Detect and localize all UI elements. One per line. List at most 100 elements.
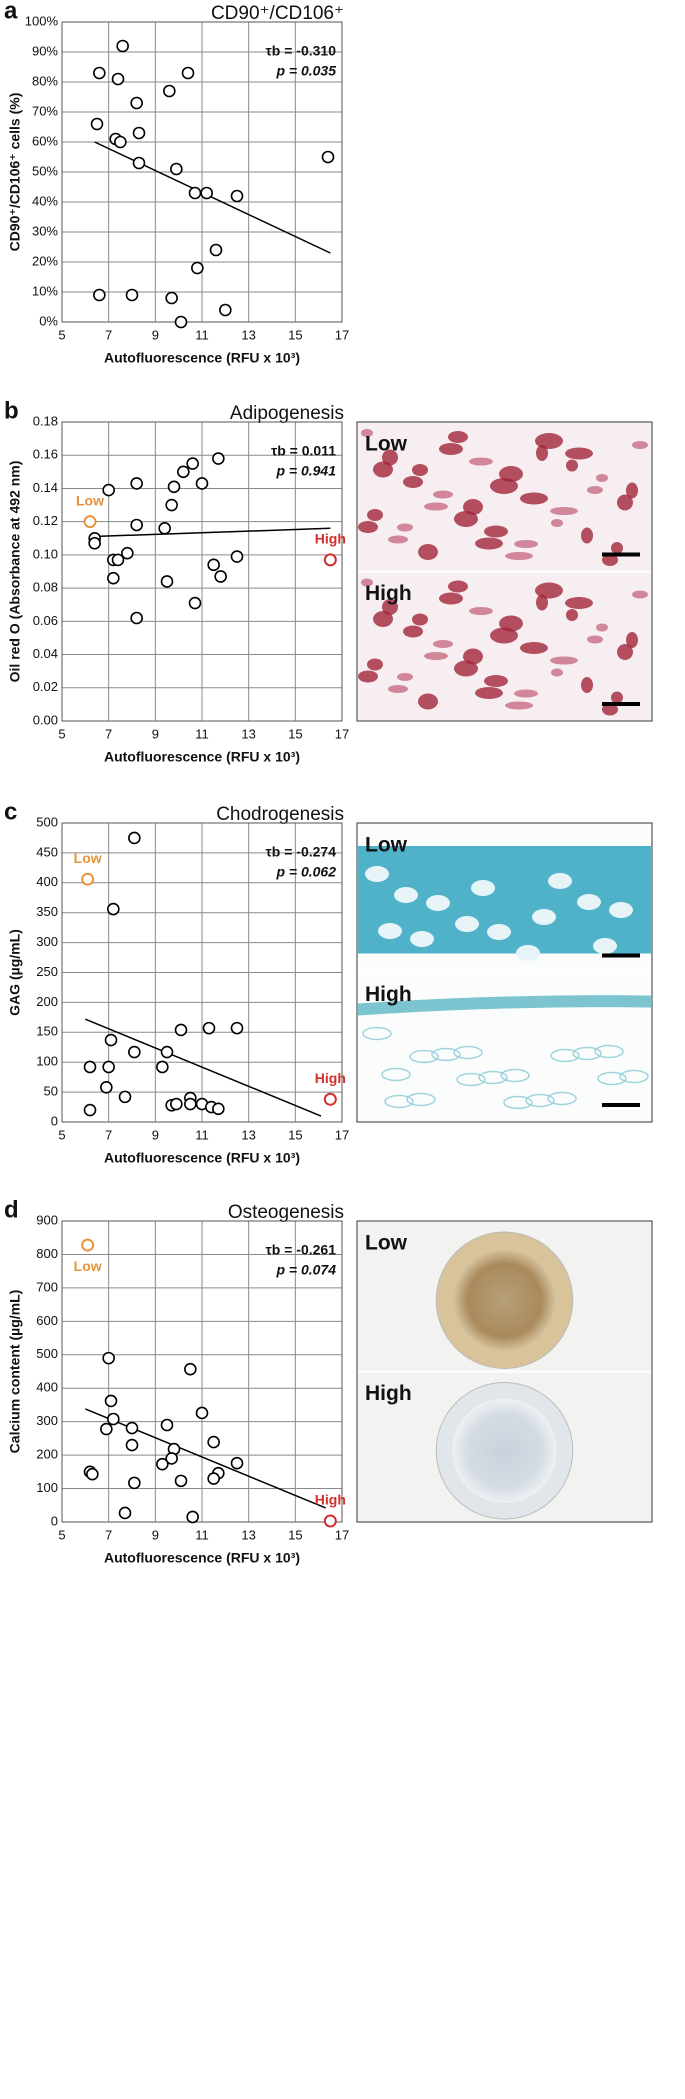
data-point: [156, 1060, 169, 1074]
data-point: [195, 1406, 209, 1420]
fibre: [500, 1068, 530, 1083]
y-tick-label: 250: [36, 964, 58, 979]
data-point: [130, 518, 143, 532]
stain-blob: [551, 519, 563, 527]
y-tick-label: 700: [36, 1279, 58, 1294]
y-tick-label: 70%: [32, 103, 58, 118]
plot-frame: [61, 421, 343, 722]
data-point: [102, 483, 115, 497]
stain-blob: [587, 635, 603, 644]
stain-blob: [412, 464, 428, 476]
stain-blob: [596, 474, 608, 482]
data-point: [88, 536, 101, 550]
x-tick-label: 13: [241, 1127, 255, 1142]
y-tick-label: 20%: [32, 253, 58, 268]
stain-blob: [536, 594, 548, 611]
data-point: [207, 1435, 220, 1449]
gap: [577, 894, 601, 910]
x-tick-label: 7: [105, 327, 112, 342]
stain-blob: [490, 627, 518, 644]
stain-blob: [581, 527, 593, 544]
data-point: [125, 288, 139, 302]
data-point: [230, 550, 244, 563]
y-tick-label: 50%: [32, 163, 58, 178]
gap: [394, 887, 418, 903]
stain-edge: [358, 995, 651, 1016]
stat-text: p = 0.941: [275, 463, 336, 479]
stain-blob: [418, 693, 438, 710]
stain-blob: [626, 632, 638, 648]
data-point: [107, 902, 120, 916]
stain-blob: [433, 490, 453, 499]
stain-blob: [626, 482, 638, 499]
data-point: [230, 1456, 244, 1470]
data-point: [184, 1362, 197, 1376]
data-point: [219, 303, 232, 317]
y-tick-label: 0: [51, 1113, 58, 1128]
fibre: [594, 1044, 624, 1059]
gap: [455, 916, 479, 932]
stat-text: τb = -0.261: [266, 1242, 337, 1258]
y-tick-label: 200: [36, 994, 58, 1009]
x-tick-label: 17: [335, 327, 349, 342]
highlight-point: [81, 1238, 95, 1252]
data-point: [200, 186, 213, 200]
stain-blob: [536, 445, 548, 461]
data-point: [163, 84, 176, 98]
stain-blob: [581, 677, 593, 693]
image-label: Low: [365, 433, 408, 456]
highlight-point: [81, 872, 95, 886]
micrograph: [358, 572, 651, 720]
data-point: [174, 1023, 188, 1037]
x-tick-label: 17: [335, 1127, 349, 1142]
stain-blob: [514, 540, 538, 548]
x-tick-label: 13: [241, 1527, 255, 1542]
x-tick-label: 17: [335, 726, 349, 741]
data-point: [165, 498, 178, 512]
stain-blob: [499, 466, 523, 482]
stat-text: p = 0.074: [275, 1262, 336, 1278]
data-point: [170, 1097, 183, 1111]
highlight-label: Low: [76, 492, 104, 508]
data-point: [86, 1467, 99, 1481]
stain-blob: [424, 502, 448, 511]
gap: [426, 895, 450, 911]
gap: [609, 902, 633, 918]
data-point: [209, 243, 223, 257]
stain-blob: [454, 660, 478, 677]
x-tick-label: 11: [195, 1527, 209, 1542]
y-tick-label: 80%: [32, 73, 58, 88]
stain-blob: [550, 507, 578, 515]
y-tick-label: 350: [36, 904, 58, 919]
panel-label: c: [4, 798, 17, 825]
data-point: [93, 66, 106, 80]
data-point: [118, 1090, 132, 1104]
y-tick-label: 400: [36, 874, 58, 889]
y-tick-label: 150: [36, 1024, 58, 1039]
data-point: [132, 156, 146, 170]
stain-blob: [602, 554, 618, 566]
stain-blob: [587, 486, 603, 494]
stain-blob: [469, 607, 493, 615]
stat-text: p = 0.035: [275, 63, 336, 79]
x-tick-label: 13: [241, 327, 255, 342]
highlight-point: [323, 553, 337, 567]
stain-blob: [439, 443, 463, 455]
y-tick-label: 600: [36, 1313, 58, 1328]
stain-blob: [632, 441, 648, 449]
stain-blob: [550, 656, 578, 665]
y-tick-label: 0.14: [33, 480, 58, 495]
stain-blob: [358, 670, 378, 683]
data-point: [230, 1021, 244, 1035]
x-tick-label: 5: [58, 327, 65, 342]
stain-blob: [433, 640, 453, 648]
fibre: [362, 1026, 392, 1041]
data-point: [321, 150, 335, 164]
stain-blob: [448, 431, 468, 443]
fibre: [619, 1069, 649, 1084]
data-point: [116, 39, 129, 53]
stain-blob: [499, 615, 523, 632]
data-point: [186, 1510, 199, 1524]
stain-blob: [361, 429, 373, 437]
